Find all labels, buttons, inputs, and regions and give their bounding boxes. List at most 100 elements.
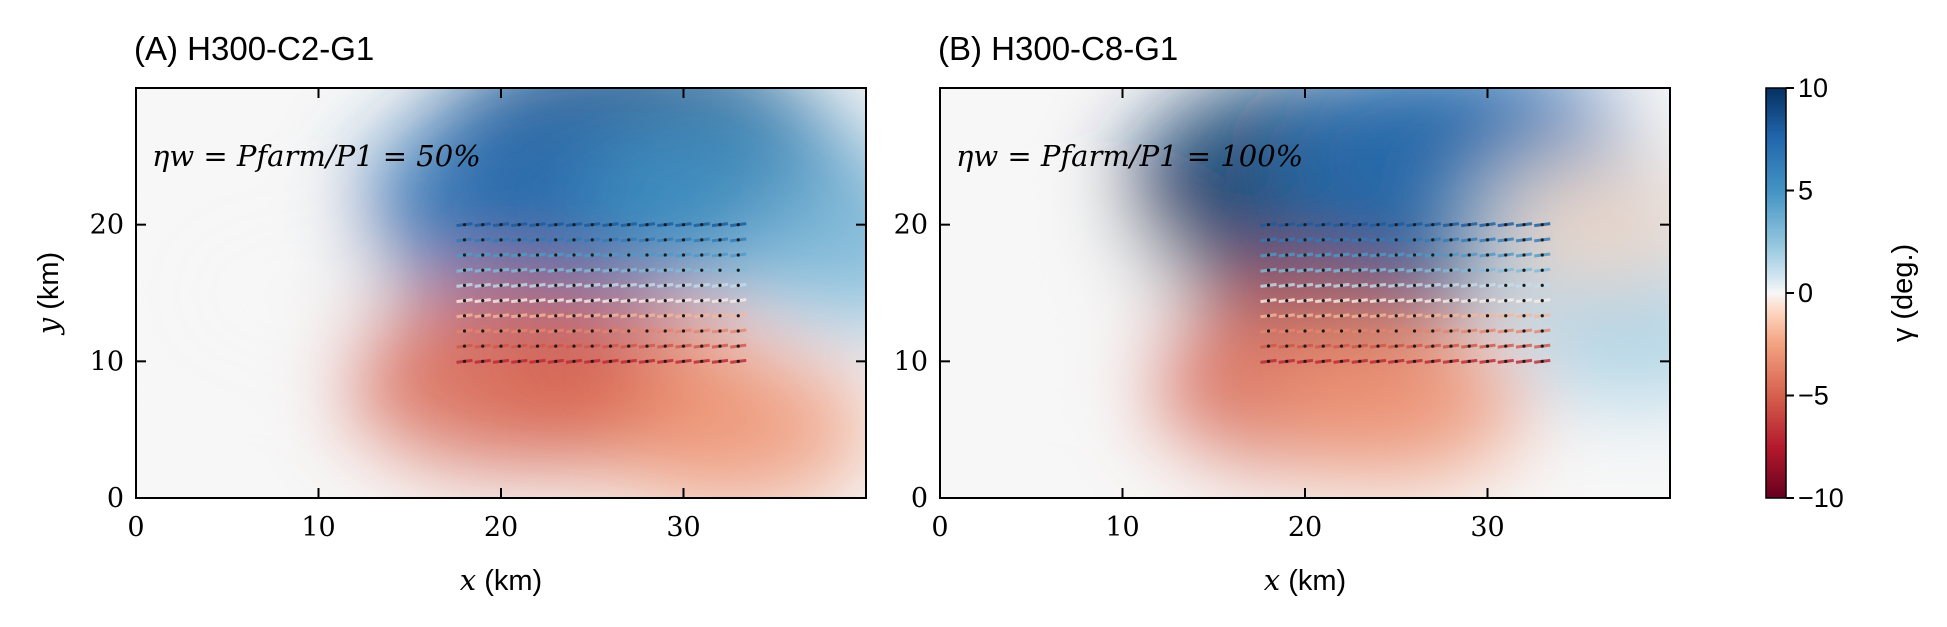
colorbar-tick-label: 5 bbox=[1798, 176, 1813, 206]
turbine-marker bbox=[481, 283, 485, 288]
x-tick-label: 30 bbox=[666, 512, 700, 543]
turbine-marker bbox=[572, 359, 576, 363]
y-tick-label: 0 bbox=[107, 483, 124, 514]
turbine-marker bbox=[718, 344, 722, 348]
turbine-marker bbox=[462, 298, 467, 303]
panel-a-efficiency-annotation: ηw = Pfarm/P1 = 50% bbox=[152, 139, 481, 173]
turbine-marker bbox=[700, 283, 704, 288]
turbine-marker bbox=[1467, 253, 1471, 257]
turbine-marker bbox=[1467, 298, 1471, 303]
panel-b-field-blob bbox=[991, 237, 1181, 349]
turbine-marker bbox=[1266, 329, 1271, 333]
turbine-marker bbox=[1431, 314, 1435, 318]
turbine-marker bbox=[517, 238, 521, 242]
turbine-marker bbox=[608, 359, 613, 363]
turbine-marker bbox=[1504, 238, 1508, 242]
turbine-marker bbox=[645, 314, 649, 318]
turbine-marker bbox=[718, 298, 722, 303]
turbine-marker bbox=[1376, 298, 1380, 303]
turbine-marker bbox=[1449, 253, 1453, 257]
turbine-marker bbox=[1485, 268, 1490, 272]
turbine-marker bbox=[663, 344, 667, 348]
turbine-marker bbox=[1321, 314, 1325, 318]
x-tick-label: 20 bbox=[1288, 512, 1322, 543]
turbine-marker bbox=[1412, 223, 1417, 227]
turbine-marker bbox=[1339, 298, 1344, 303]
turbine-marker bbox=[1321, 283, 1325, 288]
turbine-marker bbox=[681, 329, 686, 333]
turbine-marker bbox=[1504, 344, 1508, 348]
turbine-marker bbox=[1321, 253, 1325, 257]
turbine-marker bbox=[554, 329, 558, 333]
turbine-marker bbox=[535, 238, 540, 242]
turbine-marker bbox=[535, 253, 540, 257]
turbine-marker bbox=[663, 298, 667, 303]
x-tick-label: 0 bbox=[931, 512, 948, 543]
turbine-marker bbox=[590, 359, 594, 363]
turbine-marker bbox=[1449, 314, 1453, 318]
turbine-marker bbox=[1485, 298, 1490, 303]
turbine-marker bbox=[1522, 344, 1526, 348]
turbine-marker bbox=[608, 283, 613, 288]
turbine-marker bbox=[1449, 268, 1453, 272]
turbine-marker bbox=[590, 283, 594, 288]
turbine-marker bbox=[1376, 223, 1380, 227]
turbine-marker bbox=[736, 268, 740, 272]
turbine-marker bbox=[1540, 359, 1544, 363]
turbine-marker bbox=[1522, 359, 1526, 363]
turbine-marker bbox=[590, 298, 594, 303]
panel-a-axis-ticks: 0 10 20 30 0 10 20 bbox=[90, 88, 866, 543]
turbine-marker bbox=[1485, 238, 1490, 242]
turbine-marker bbox=[645, 329, 649, 333]
turbine-marker bbox=[1485, 283, 1490, 288]
turbine-marker bbox=[1449, 344, 1453, 348]
colorbar-tick-label: 10 bbox=[1798, 73, 1828, 103]
turbine-marker bbox=[572, 238, 576, 242]
turbine-marker bbox=[1376, 268, 1380, 272]
turbine-marker bbox=[645, 223, 649, 227]
y-tick-label: 20 bbox=[894, 210, 928, 241]
turbine-marker bbox=[1285, 268, 1289, 272]
turbine-marker bbox=[1504, 359, 1508, 363]
turbine-marker bbox=[535, 283, 540, 288]
turbine-marker bbox=[736, 344, 740, 348]
turbine-marker bbox=[462, 344, 467, 348]
turbine-marker bbox=[1358, 329, 1362, 333]
turbine-marker bbox=[1321, 298, 1325, 303]
turbine-marker bbox=[1339, 253, 1344, 257]
turbine-marker bbox=[1522, 238, 1526, 242]
panel-b: (B) H300-C8-G1 0 10 20 30 0 10 20 ηw = Pfarm/P… bbox=[894, 30, 1671, 597]
turbine-marker bbox=[462, 253, 467, 257]
turbine-marker bbox=[1540, 298, 1544, 303]
turbine-marker bbox=[1540, 314, 1544, 318]
turbine-marker bbox=[1266, 283, 1271, 288]
turbine-marker bbox=[1285, 329, 1289, 333]
turbine-marker bbox=[1376, 344, 1380, 348]
turbine-marker bbox=[1303, 268, 1307, 272]
turbine-marker bbox=[1285, 359, 1289, 363]
panel-a: (A) H300-C2-G1 0 10 20 30 0 10 20 ηw = Pfarm/P… bbox=[31, 30, 867, 597]
turbine-marker bbox=[517, 253, 521, 257]
turbine-marker bbox=[1394, 268, 1398, 272]
turbine-marker bbox=[1339, 359, 1344, 363]
turbine-marker bbox=[554, 223, 558, 227]
turbine-marker bbox=[1449, 298, 1453, 303]
turbine-marker bbox=[718, 268, 722, 272]
turbine-marker bbox=[481, 314, 485, 318]
colorbar-tick-label: −10 bbox=[1798, 483, 1844, 513]
turbine-marker bbox=[663, 359, 667, 363]
turbine-marker bbox=[590, 223, 594, 227]
turbine-marker bbox=[1321, 268, 1325, 272]
turbine-marker bbox=[1504, 223, 1508, 227]
turbine-marker bbox=[517, 283, 521, 288]
turbine-marker bbox=[736, 329, 740, 333]
turbine-marker bbox=[608, 344, 613, 348]
turbine-marker bbox=[1339, 283, 1344, 288]
turbine-marker bbox=[1303, 329, 1307, 333]
turbine-marker bbox=[627, 298, 631, 303]
turbine-marker bbox=[535, 298, 540, 303]
turbine-marker bbox=[1540, 223, 1544, 227]
turbine-marker bbox=[1285, 298, 1289, 303]
turbine-marker bbox=[608, 314, 613, 318]
turbine-marker bbox=[1321, 238, 1325, 242]
